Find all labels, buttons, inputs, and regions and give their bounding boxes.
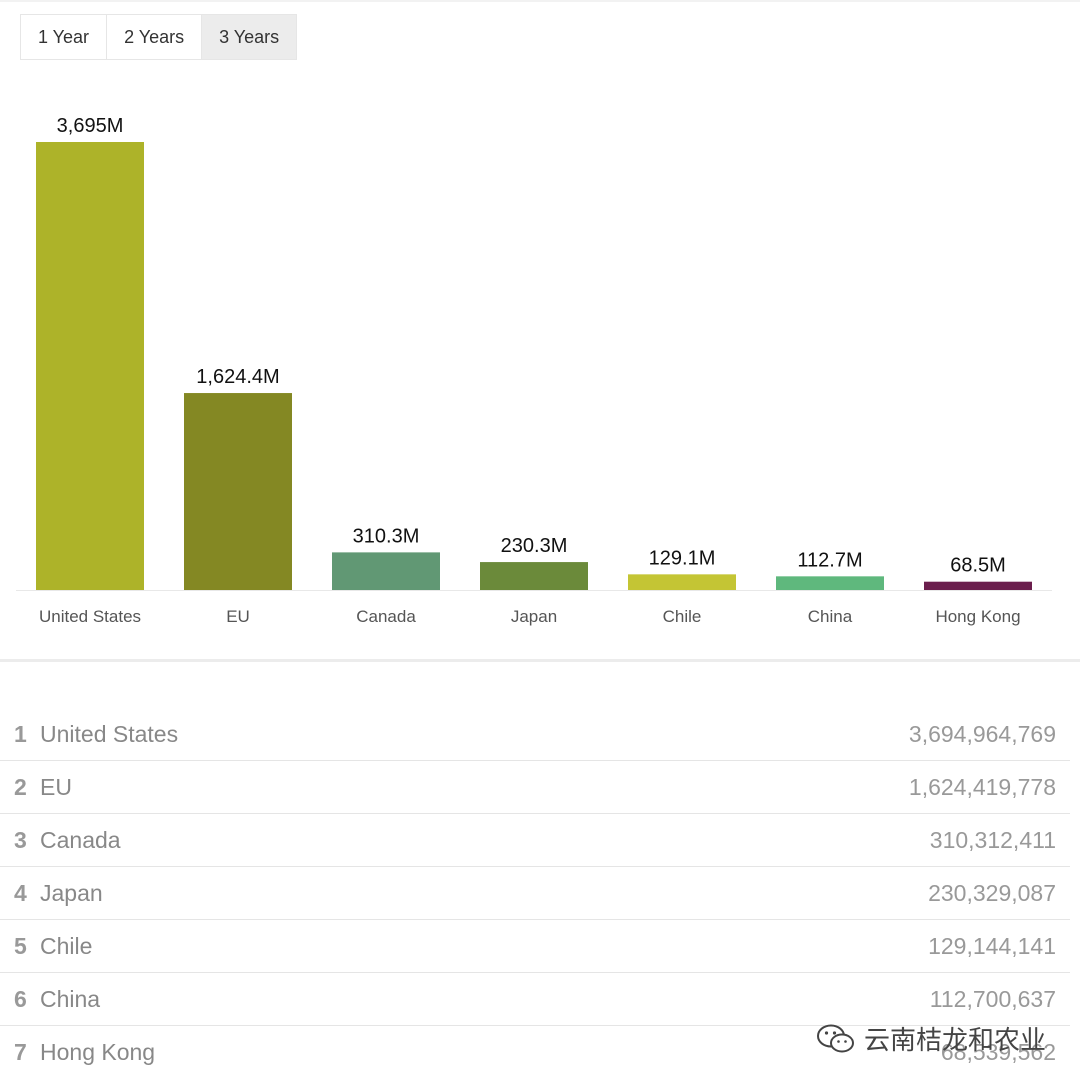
row-rank: 4 [14,879,27,906]
category-label: Chile [663,607,702,626]
category-label: Canada [356,607,416,626]
row-value: 112,700,637 [929,985,1056,1012]
table-row: 1 United States 3,694,964,769 [0,708,1070,761]
bar-value-label: 68.5M [950,555,1006,577]
row-value: 230,329,087 [928,879,1056,906]
table-row: 7 Hong Kong 68,539,562 [0,1026,1070,1078]
row-value: 1,624,419,778 [908,773,1056,800]
category-label: China [808,607,853,626]
section-divider [0,659,1080,662]
row-rank: 1 [14,720,27,747]
bar[interactable] [628,574,736,590]
ranking-table: 1 United States 3,694,964,769 2 EU 1,624… [0,708,1070,1078]
row-name: Japan [40,879,103,906]
period-tabs: 1 Year 2 Years 3 Years [20,14,298,60]
bar-value-label: 1,624.4M [196,366,279,388]
category-label: Japan [511,607,557,626]
bar[interactable] [184,393,292,590]
table-row: 5 Chile 129,144,141 [0,920,1070,973]
row-name: China [40,985,101,1012]
tab-2-years[interactable]: 2 Years [107,15,203,59]
row-value: 68,539,562 [940,1038,1056,1065]
bar[interactable] [480,562,588,590]
row-name: Canada [40,826,121,853]
bar[interactable] [36,142,144,590]
wechat-icon [816,1024,854,1052]
category-label: United States [39,607,141,626]
watermark-text: 云南桔龙和农业 [863,1025,1046,1055]
bar-chart: 3,695M United States 1,624.4M EU 310.3M Canad… [16,113,1052,626]
bar-value-label: 310.3M [353,525,420,547]
table-row: 3 Canada 310,312,411 [0,814,1070,867]
row-value: 3,694,964,769 [908,720,1056,747]
category-label: EU [226,607,250,626]
tab-1-year[interactable]: 1 Year [21,15,108,59]
bar-value-label: 3,695M [57,115,124,137]
table-row: 6 China 112,700,637 [0,973,1070,1026]
bar[interactable] [776,576,884,590]
row-name: EU [40,773,72,800]
row-name: Chile [40,932,93,959]
row-name: United States [40,720,179,747]
bar[interactable] [332,552,440,590]
top-border [0,0,1080,2]
row-name: Hong Kong [40,1038,156,1065]
row-value: 129,144,141 [928,932,1056,959]
bar-value-label: 129.1M [649,547,716,569]
tab-3-years[interactable]: 3 Years [202,15,297,59]
row-rank: 3 [14,826,27,853]
bar[interactable] [924,581,1032,590]
table-row: 4 Japan 230,329,087 [0,867,1070,920]
row-rank: 5 [14,932,27,959]
row-value: 310,312,411 [929,826,1056,853]
row-rank: 2 [14,773,27,800]
table-row: 2 EU 1,624,419,778 [0,761,1070,814]
category-label: Hong Kong [935,607,1020,626]
bar-value-label: 112.7M [797,549,862,571]
row-rank: 7 [14,1038,27,1065]
watermark: 云南桔龙和农业 [816,1020,1046,1057]
row-rank: 6 [14,985,27,1012]
bar-value-label: 230.3M [501,535,568,557]
